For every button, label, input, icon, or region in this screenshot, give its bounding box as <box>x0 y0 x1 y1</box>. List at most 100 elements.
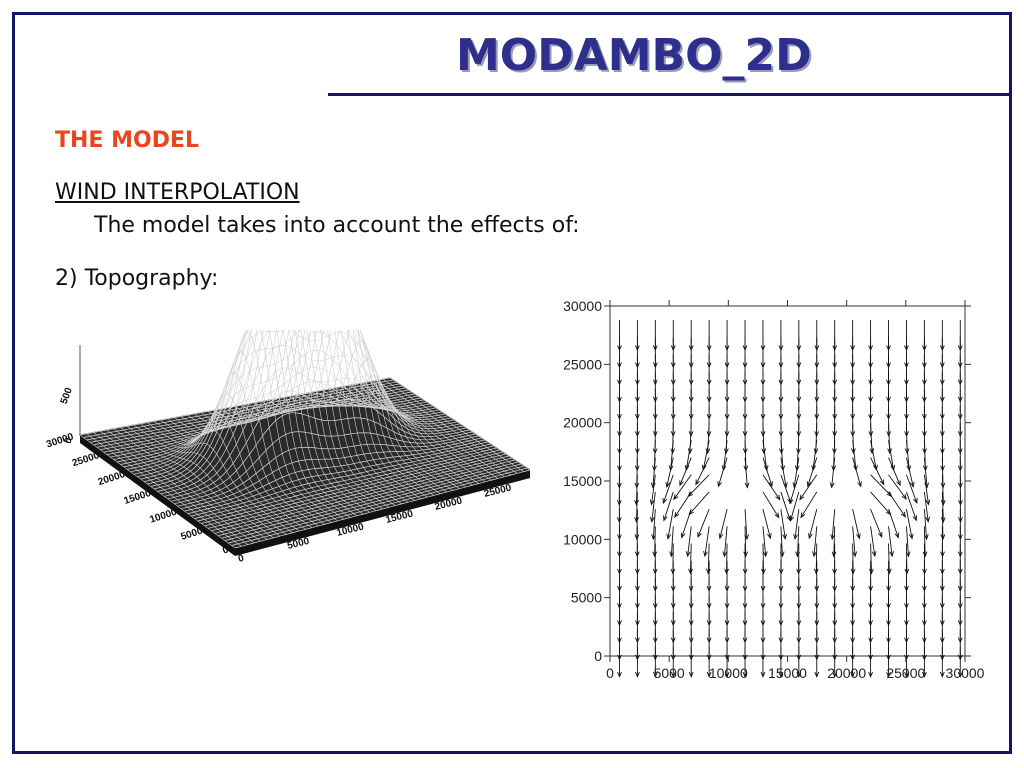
wind-vector-head <box>617 671 622 678</box>
surface-z-tick-label: 500 <box>59 386 75 406</box>
wind-vector-head <box>774 512 780 519</box>
wind-vector <box>906 526 909 557</box>
surface-mesh-line <box>106 429 261 542</box>
surface-mesh-line <box>282 330 428 498</box>
wind-vector-plot: 0 5000 10000 15000 20000 25000 30000 0 5000 10000… <box>563 298 985 681</box>
wind-vector-head <box>922 551 928 558</box>
surface-mesh-line <box>335 387 479 484</box>
wind-vector-head <box>940 499 946 506</box>
wind-vector-head <box>877 531 883 539</box>
wind-vector-head <box>800 512 806 519</box>
wind-vector-head <box>850 568 856 575</box>
slide-frame <box>12 12 1012 754</box>
surface-mesh-line <box>329 388 473 486</box>
surface-mesh-line <box>113 428 268 540</box>
wind-vector <box>689 543 692 574</box>
wind-vector <box>852 509 860 539</box>
wind-vector <box>780 509 786 539</box>
x-tick-label: 10000 <box>709 665 748 681</box>
surface-mesh-line <box>295 330 441 494</box>
wind-vector <box>654 526 656 557</box>
surface-mesh-line <box>154 330 458 490</box>
surface-mesh-line <box>140 423 293 533</box>
wind-vector <box>723 526 728 557</box>
wind-vector-head <box>940 517 946 524</box>
wind-vector-head <box>850 671 856 678</box>
wind-vector-head <box>788 498 794 505</box>
wind-vector <box>635 474 638 505</box>
surface-mesh-line <box>221 330 370 513</box>
wind-vector <box>726 543 728 574</box>
body-text-effects: The model takes into account the effects… <box>94 213 580 238</box>
wind-vector-head <box>925 499 931 506</box>
surface-mesh-line <box>389 377 530 471</box>
wind-vector-head <box>857 481 862 488</box>
wind-vector <box>670 526 674 557</box>
surface-mesh-line <box>187 330 338 522</box>
wind-vector <box>852 457 862 487</box>
wind-vector <box>667 509 674 539</box>
wind-vector-head <box>649 499 655 506</box>
wind-vector <box>888 440 895 471</box>
wind-vector-head <box>666 533 672 540</box>
wind-vector-head <box>778 671 784 678</box>
wind-vector-head <box>687 448 693 455</box>
wind-vector-head <box>782 533 787 540</box>
wind-vector-head <box>722 551 728 558</box>
wind-vector <box>697 508 710 538</box>
wind-vector-head <box>832 671 838 678</box>
wind-vector <box>800 491 818 518</box>
wind-vector <box>799 474 818 500</box>
wind-vector-head <box>634 499 639 506</box>
wind-vector <box>762 457 773 487</box>
wind-vector-head <box>889 551 894 558</box>
wind-vector-head <box>718 533 724 540</box>
surface-y-tick-label: 10000 <box>148 507 178 526</box>
wind-vector <box>923 457 928 488</box>
surface-mesh-line <box>150 330 454 487</box>
wind-vector <box>717 457 728 487</box>
surface-mesh-line <box>255 330 402 505</box>
wind-vector <box>780 526 783 557</box>
surface-mesh-line <box>383 378 524 472</box>
wind-vector-head <box>679 480 684 487</box>
wind-vector <box>812 440 818 471</box>
wind-vector-head <box>717 481 722 488</box>
surface-mesh-line <box>349 385 492 481</box>
wind-vector <box>679 457 692 486</box>
wind-vector-head <box>674 512 680 519</box>
x-tick-label: 15000 <box>768 665 807 681</box>
x-tick-label: 20000 <box>827 665 866 681</box>
wind-vector-head <box>793 533 798 541</box>
wind-vector <box>744 457 748 488</box>
wind-vector-head <box>670 448 676 455</box>
wind-vector-head <box>829 482 835 489</box>
wind-vector <box>815 543 818 574</box>
wind-vector-head <box>851 448 856 455</box>
wind-vector <box>923 526 926 557</box>
wind-vector <box>704 526 710 557</box>
y-tick-label: 30000 <box>563 298 602 314</box>
wind-vector-head <box>796 671 802 678</box>
wind-vector-head <box>670 671 676 678</box>
surface-mesh-line <box>180 331 332 523</box>
wind-vector <box>702 440 710 470</box>
surface-mesh-line <box>79 434 236 549</box>
surface-mesh-line <box>356 383 499 479</box>
wind-vector <box>888 491 906 518</box>
wind-vector <box>666 457 674 487</box>
surface-mesh-line <box>194 330 345 520</box>
wind-vector <box>833 526 836 557</box>
wind-vector <box>762 509 771 539</box>
surface-mesh-line <box>376 380 518 474</box>
wind-vector-head <box>703 551 708 558</box>
wind-vector-head <box>830 534 835 541</box>
wind-vector <box>663 491 674 521</box>
wind-vector-head <box>808 533 813 540</box>
wind-vector-head <box>871 551 877 558</box>
body-text-topography: 2) Topography: <box>55 266 219 291</box>
surface-base-edge <box>235 470 530 556</box>
wind-vector-head <box>635 671 640 678</box>
wind-vector-head <box>742 671 748 678</box>
wind-vector-head <box>868 671 873 678</box>
